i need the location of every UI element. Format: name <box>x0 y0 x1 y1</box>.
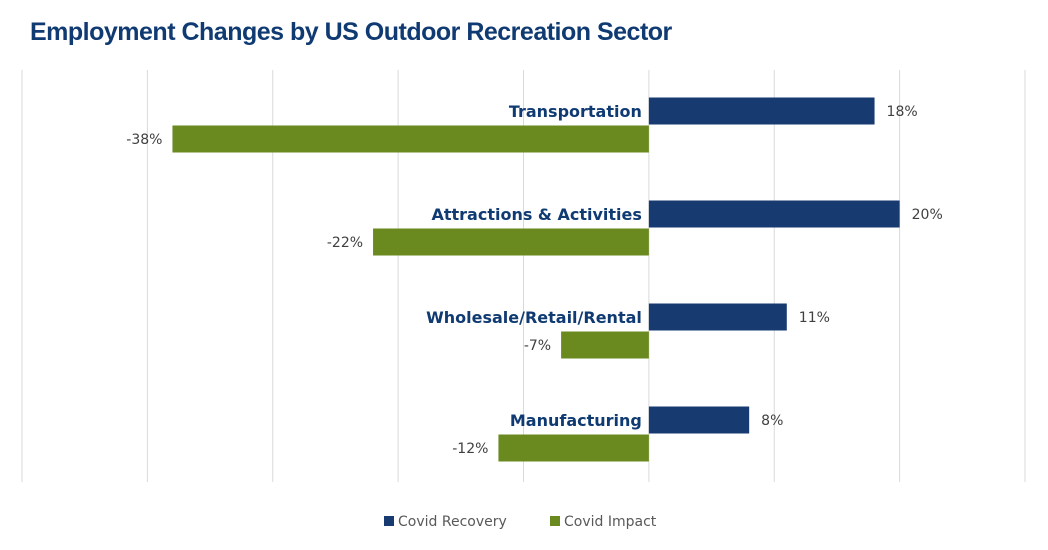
category-label: Wholesale/Retail/Rental <box>426 308 642 327</box>
legend-swatch <box>550 516 560 526</box>
bar-recovery <box>648 303 787 331</box>
bar-impact <box>172 125 649 153</box>
bar-impact <box>561 331 649 359</box>
category-label: Transportation <box>509 102 642 121</box>
data-label: -38% <box>126 132 162 148</box>
data-label: -12% <box>452 441 488 457</box>
bar-recovery <box>648 406 750 434</box>
category-label: Manufacturing <box>510 411 642 430</box>
bar-impact <box>498 434 649 462</box>
category-label: Attractions & Activities <box>431 205 641 224</box>
data-label: -7% <box>524 338 551 354</box>
bar-recovery <box>648 200 900 228</box>
bar-impact <box>373 228 649 256</box>
legend-swatch <box>384 516 394 526</box>
data-label: -22% <box>327 235 363 251</box>
legend-label: Covid Recovery <box>398 514 507 530</box>
data-label: 20% <box>912 207 943 223</box>
data-label: 8% <box>761 413 783 429</box>
data-label: 11% <box>799 310 830 326</box>
bar-recovery <box>648 97 875 125</box>
chart-title: Employment Changes by US Outdoor Recreat… <box>30 18 672 46</box>
data-label: 18% <box>887 104 918 120</box>
legend-label: Covid Impact <box>564 514 657 530</box>
